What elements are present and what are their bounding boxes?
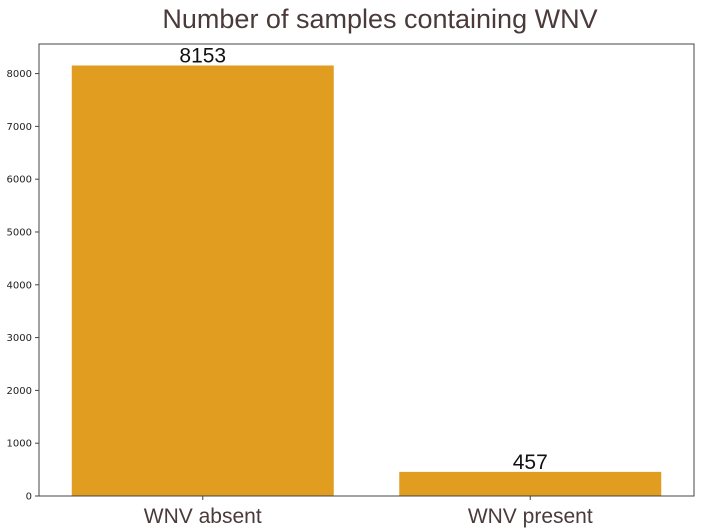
- x-axis: WNV absent WNV present: [144, 496, 593, 528]
- y-tick-label: 0: [26, 492, 32, 503]
- bar: [71, 65, 334, 496]
- y-tick-label: 1000: [7, 439, 32, 450]
- y-tick-label: 3000: [7, 333, 32, 344]
- bar-data-label: 457: [513, 451, 548, 474]
- y-tick-label: 4000: [7, 280, 32, 291]
- bar-data-label: 8153: [179, 44, 226, 67]
- y-tick-label: 6000: [7, 175, 32, 186]
- x-category-label: WNV present: [468, 505, 593, 528]
- y-tick-label: 5000: [7, 227, 32, 238]
- chart-title: Number of samples containing WNV: [162, 4, 597, 34]
- y-tick-label: 7000: [7, 122, 32, 133]
- x-category-label: WNV absent: [144, 505, 262, 528]
- y-tick-label: 8000: [7, 69, 32, 80]
- plot-frame: [38, 43, 695, 497]
- y-tick-label: 2000: [7, 386, 32, 397]
- bars-group: 8153 457: [71, 44, 662, 496]
- y-axis: 0 1000 2000 3000 4000 5000 6000 7000 8000: [7, 69, 39, 503]
- bar: [399, 471, 662, 496]
